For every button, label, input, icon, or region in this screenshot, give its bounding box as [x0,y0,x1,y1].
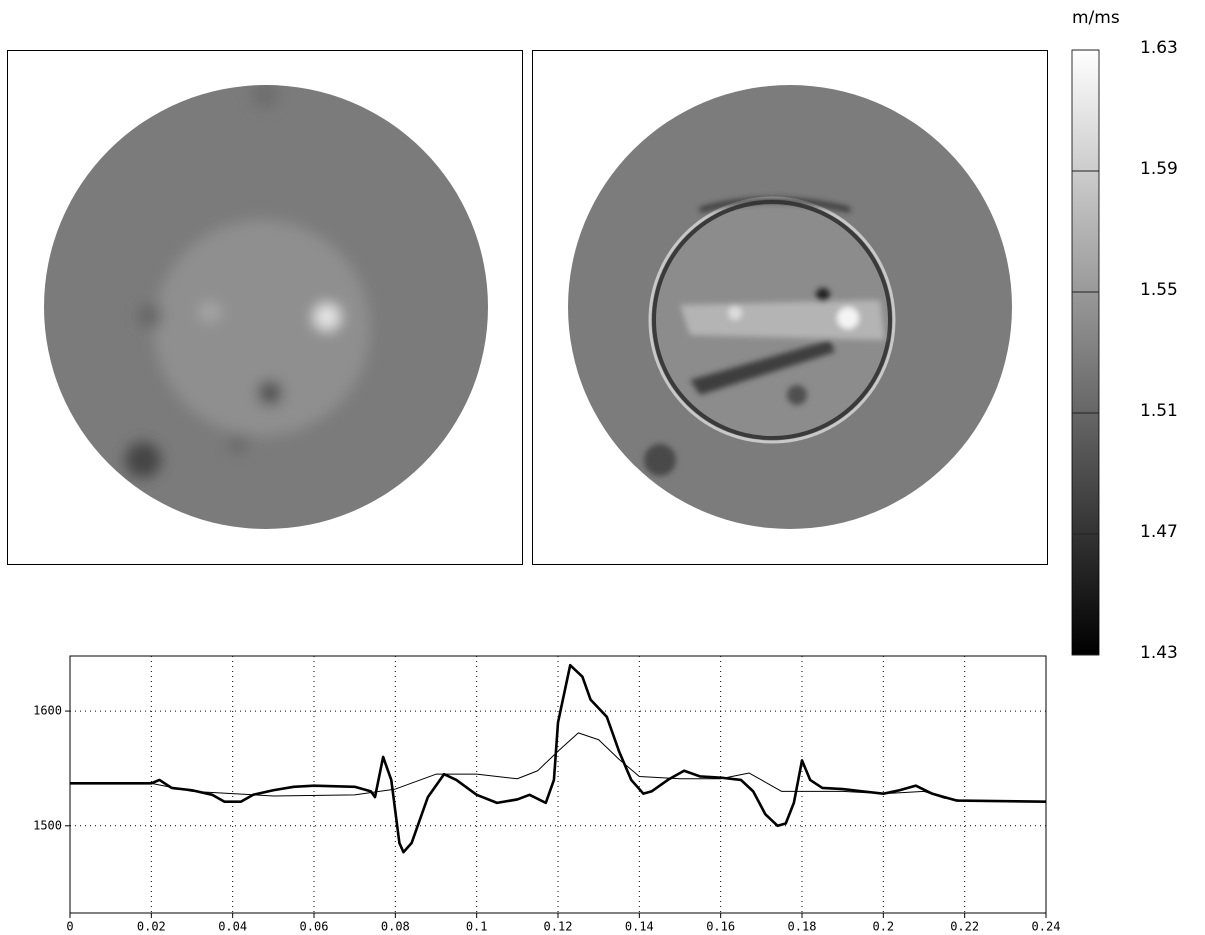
x-tick-label: 0.02 [137,920,166,934]
x-tick-label: 0.12 [544,920,573,934]
colorbar-unit: m/ms [1072,8,1120,28]
x-tick-label: 0.08 [381,920,410,934]
colorbar-tick-label: 1.63 [1140,38,1178,58]
x-tick-label: 0.18 [788,920,817,934]
image-right [532,50,1048,565]
image-left [7,50,523,565]
x-tick-label: 0.06 [300,920,329,934]
y-tick-label: 1500 [33,818,62,832]
colorbar [1071,49,1100,656]
colorbar-tick-label: 1.55 [1140,280,1178,300]
colorbar-tick-label: 1.47 [1140,522,1178,542]
x-tick-label: 0.24 [1032,920,1061,934]
x-tick-label: 0.14 [625,920,654,934]
colorbar-tick-label: 1.51 [1140,401,1178,421]
x-tick-label: 0.1 [466,920,488,934]
colorbar-tick-label: 1.43 [1140,643,1178,663]
data-line [70,732,1047,803]
x-tick-label: 0 [66,920,73,934]
x-tick-label: 0.2 [872,920,894,934]
plot-frame [69,655,1047,914]
y-tick-label: 1600 [33,704,62,718]
x-tick-label: 0.04 [218,920,247,934]
x-tick-label: 0.16 [706,920,735,934]
colorbar-tick-label: 1.59 [1140,159,1178,179]
x-tick-label: 0.22 [950,920,979,934]
data-line [70,663,1047,854]
